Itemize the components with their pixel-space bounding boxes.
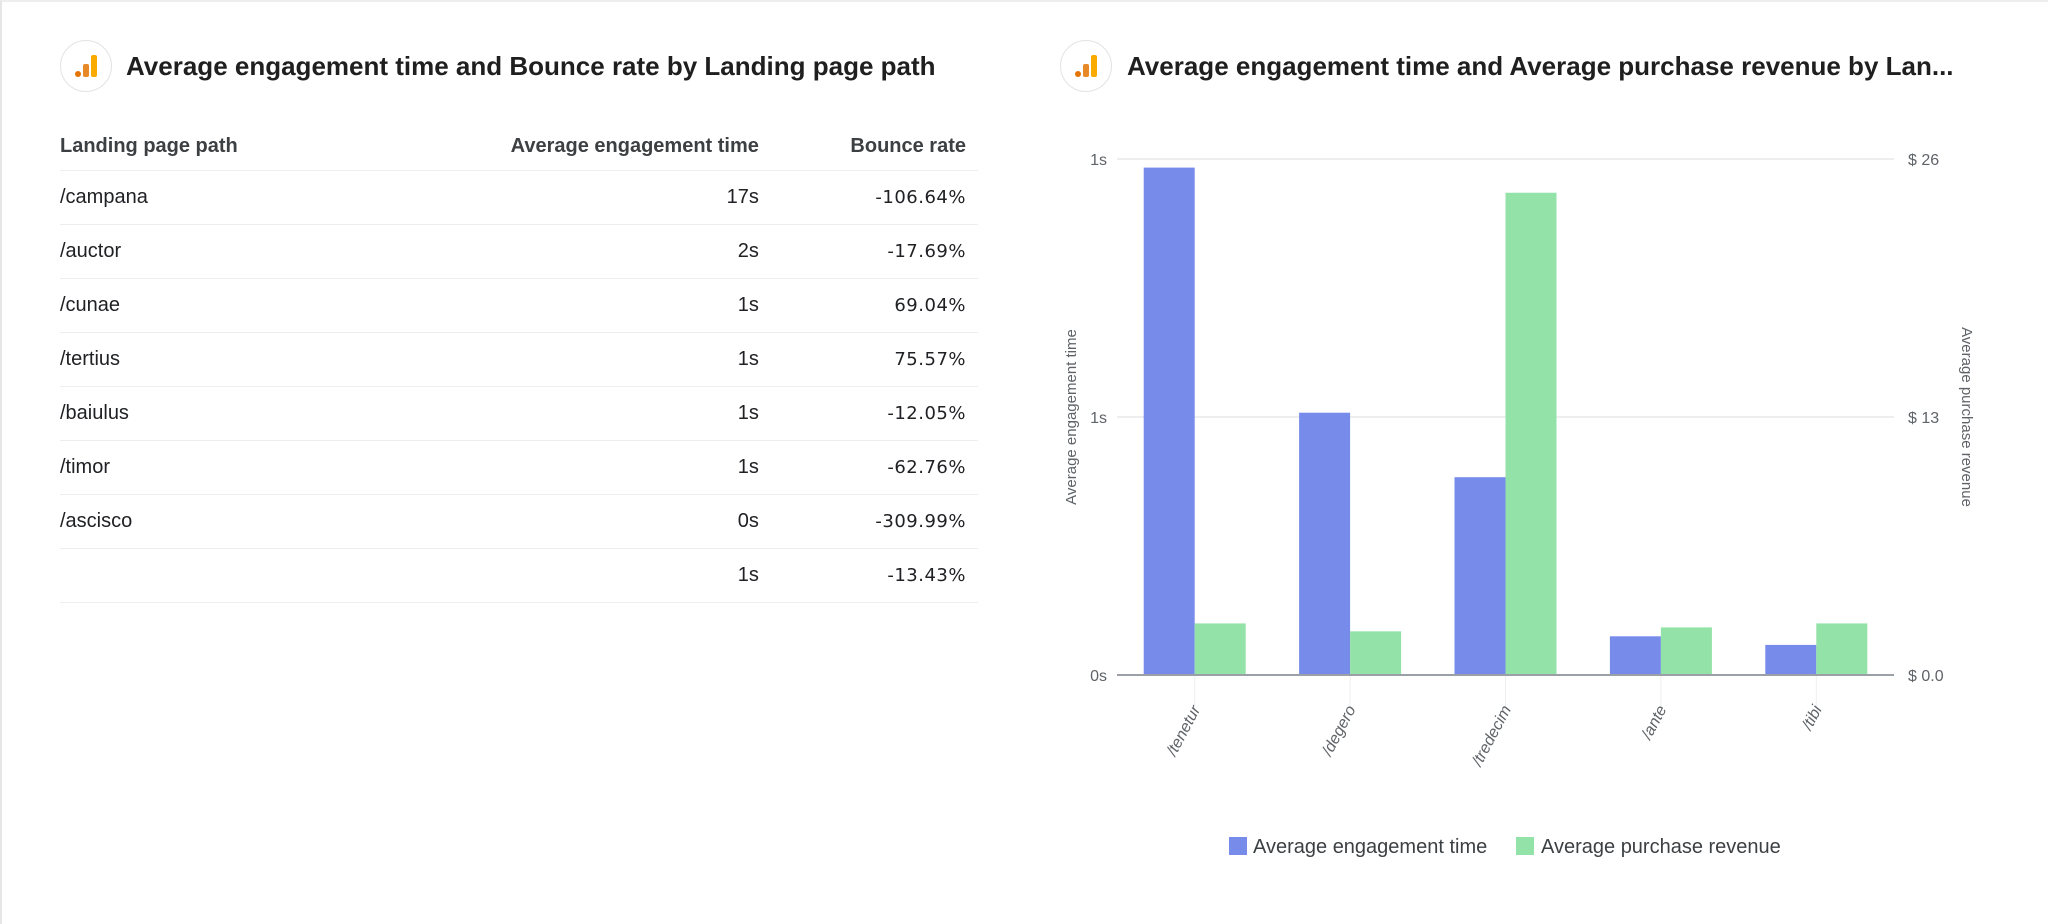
landing-page-table: Landing page path Average engagement tim… [60, 122, 978, 603]
bar-purchase-revenue [1660, 627, 1712, 675]
column-header-engagement-time[interactable]: Average engagement time [348, 122, 771, 171]
bar-purchase-revenue [1505, 192, 1557, 675]
bar-engagement-time [1609, 636, 1661, 675]
bounce-rate-cell: -309.99% [770, 494, 978, 549]
bounce-rate-cell: -13.43% [770, 548, 978, 603]
column-header-bounce-rate[interactable]: Bounce rate [770, 122, 978, 171]
chart-card-title: Average engagement time and Average purc… [1127, 51, 1954, 81]
legend-swatch-purchase-revenue [1516, 837, 1534, 855]
table-row[interactable]: /timor 1s -62.76% [60, 440, 978, 495]
table-row[interactable]: 1s -13.43% [60, 548, 978, 603]
landing-page-cell: /campana [60, 170, 349, 225]
engagement-time-cell: 0s [348, 494, 771, 549]
engagement-time-cell: 1s [348, 440, 771, 495]
y-tick-label: 1s [1090, 152, 1107, 169]
y-axis-title: Average engagement time [1063, 329, 1080, 505]
analytics-bar-icon [1075, 55, 1097, 77]
bar-purchase-revenue [1816, 623, 1868, 675]
bounce-rate-cell: -12.05% [770, 386, 978, 441]
x-tick-label: /tredecim [1469, 703, 1515, 770]
y-tick-label: 1s [1090, 410, 1107, 427]
bounce-rate-cell: -106.64% [770, 170, 978, 225]
bar-engagement-time [1765, 644, 1817, 675]
table-header-row: Landing page path Average engagement tim… [60, 122, 978, 171]
legend-label-engagement-time: Average engagement time [1253, 836, 1487, 858]
engagement-time-cell: 2s [348, 224, 771, 279]
legend-label-purchase-revenue: Average purchase revenue [1541, 836, 1781, 858]
analytics-bar-icon [75, 55, 97, 77]
bounce-rate-cell: -62.76% [770, 440, 978, 495]
engagement-time-cell: 17s [348, 170, 771, 225]
engagement-time-cell: 1s [348, 548, 771, 603]
table-card-title: Average engagement time and Bounce rate … [126, 51, 936, 81]
table-row[interactable]: /tertius 1s 75.57% [60, 332, 978, 387]
x-tick-label: /degero [1319, 703, 1360, 760]
analytics-logo [1060, 40, 1112, 92]
y2-tick-label: $ 13 [1908, 410, 1939, 427]
x-tick-label: /tibi [1799, 703, 1826, 734]
x-tick-label: /ante [1638, 703, 1670, 743]
table-row[interactable]: /baiulus 1s -12.05% [60, 386, 978, 441]
landing-page-cell [60, 548, 349, 603]
table-row[interactable]: /auctor 2s -17.69% [60, 224, 978, 279]
table-row[interactable]: /campana 17s -106.64% [60, 170, 978, 225]
landing-page-cell: /auctor [60, 224, 349, 279]
y-tick-label: 0s [1090, 668, 1107, 685]
bounce-rate-cell: -17.69% [770, 224, 978, 279]
bar-purchase-revenue [1194, 623, 1246, 675]
legend-swatch-engagement-time [1229, 837, 1247, 855]
landing-page-cell: /baiulus [60, 386, 349, 441]
x-tick-label: /tenetur [1163, 702, 1204, 759]
analytics-logo [60, 40, 112, 92]
table-row[interactable]: /cunae 1s 69.04% [60, 278, 978, 333]
landing-page-cell: /timor [60, 440, 349, 495]
engagement-time-cell: 1s [348, 278, 771, 333]
table-row[interactable]: /ascisco 0s -309.99% [60, 494, 978, 549]
y2-tick-label: $ 0.0 [1908, 668, 1944, 685]
landing-page-cell: /cunae [60, 278, 349, 333]
y2-axis-title: Average purchase revenue [1958, 327, 1975, 507]
bar-engagement-time [1143, 167, 1195, 675]
engagement-time-cell: 1s [348, 332, 771, 387]
bar-engagement-time [1299, 412, 1351, 675]
bar-purchase-revenue [1350, 631, 1402, 675]
column-header-landing-page[interactable]: Landing page path [60, 122, 349, 171]
landing-page-cell: /ascisco [60, 494, 349, 549]
bounce-rate-cell: 75.57% [770, 332, 978, 387]
landing-page-cell: /tertius [60, 332, 349, 387]
y2-tick-label: $ 26 [1908, 152, 1939, 169]
engagement-time-cell: 1s [348, 386, 771, 441]
bounce-rate-cell: 69.04% [770, 278, 978, 333]
bar-engagement-time [1454, 477, 1506, 675]
